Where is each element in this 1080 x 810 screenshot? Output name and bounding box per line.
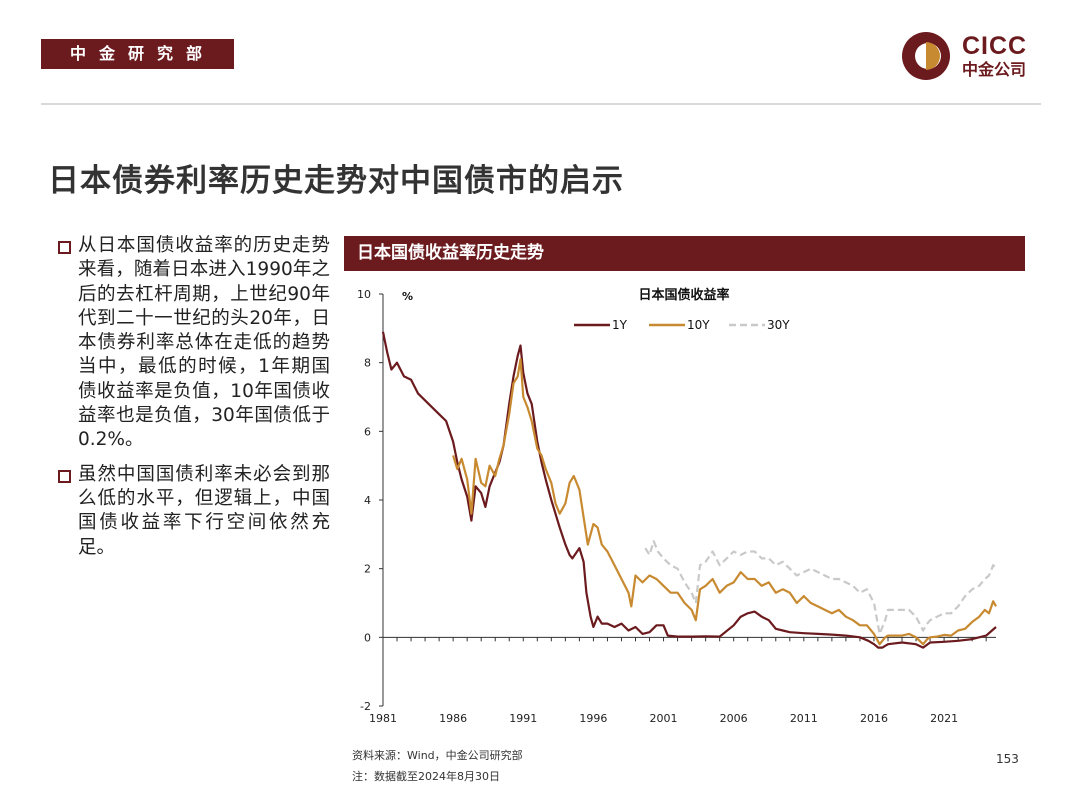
logo-text-en: CICC — [962, 32, 1028, 60]
series-line-1y — [381, 331, 997, 649]
series-line-30y — [644, 540, 997, 635]
x-tick-label: 2021 — [930, 712, 958, 725]
x-tick-label: 2016 — [860, 712, 888, 725]
department-tag: 中金研究部 — [41, 39, 234, 69]
y-tick-label: 8 — [364, 357, 371, 370]
x-tick-label: 1986 — [439, 712, 467, 725]
x-tick-label: 2011 — [790, 712, 818, 725]
chart-title: 日本国债收益率 — [638, 287, 729, 303]
y-axis-unit: % — [402, 290, 413, 303]
square-bullet-icon — [58, 469, 71, 483]
bullet-text: 从日本国债收益率的历史走势来看，随着日本进入1990年之后的去杠杆周期，上世纪9… — [78, 235, 330, 451]
cicc-logo: CICC 中金公司 — [900, 30, 1045, 82]
y-tick-label: 10 — [357, 288, 371, 301]
header-divider — [41, 103, 1041, 105]
square-bullet-icon — [58, 241, 71, 254]
cicc-logo-icon — [902, 32, 950, 80]
y-tick-label: 2 — [364, 563, 371, 576]
bullet-item: 虽然中国国债利率未必会到那么低的水平，但逻辑上，中国国债收益率下行空间依然充足。 — [58, 463, 330, 560]
x-tick-label: 2001 — [650, 712, 678, 725]
series-line-10y — [452, 358, 997, 646]
y-tick-label: -2 — [360, 700, 371, 713]
y-tick-label: 4 — [364, 494, 371, 507]
slide-title: 日本债券利率历史走势对中国债市的启示 — [48, 163, 624, 199]
chart-legend: 1Y 10Y 30Y — [574, 318, 790, 332]
x-tick-label: 1996 — [579, 712, 607, 725]
page-number: 153 — [996, 752, 1019, 766]
legend-label-1y: 1Y — [612, 318, 628, 332]
date-note: 注：数据截至2024年8月30日 — [352, 770, 500, 783]
source-note: 资料来源：Wind，中金公司研究部 — [352, 749, 523, 762]
legend-label-10y: 10Y — [687, 318, 710, 332]
y-tick-label: 0 — [364, 631, 371, 644]
bullet-item: 从日本国债收益率的历史走势来看，随着日本进入1990年之后的去杠杆周期，上世纪9… — [58, 234, 330, 453]
bullet-list: 从日本国债收益率的历史走势来看，随着日本进入1990年之后的去杠杆周期，上世纪9… — [58, 234, 330, 570]
bullet-text: 虽然中国国债利率未必会到那么低的水平，但逻辑上，中国国债收益率下行空间依然充足。 — [78, 463, 330, 558]
chart-axes: -2 0 2 4 6 8 10 1981 1986 1991 1996 2001 2006 2011 201… — [357, 288, 996, 725]
logo-text-cn: 中金公司 — [962, 60, 1027, 79]
yield-chart: 日本国债收益率 % 1Y 10Y 30Y -2 0 2 4 6 8 10 1981 1986 1991… — [357, 287, 997, 725]
chart-header: 日本国债收益率历史走势 — [344, 236, 1025, 271]
x-tick-label: 1981 — [369, 712, 397, 725]
y-tick-label: 6 — [364, 425, 371, 438]
x-tick-label: 1991 — [509, 712, 537, 725]
legend-label-30y: 30Y — [767, 318, 790, 332]
chart-series — [381, 331, 997, 649]
x-tick-label: 2006 — [720, 712, 748, 725]
